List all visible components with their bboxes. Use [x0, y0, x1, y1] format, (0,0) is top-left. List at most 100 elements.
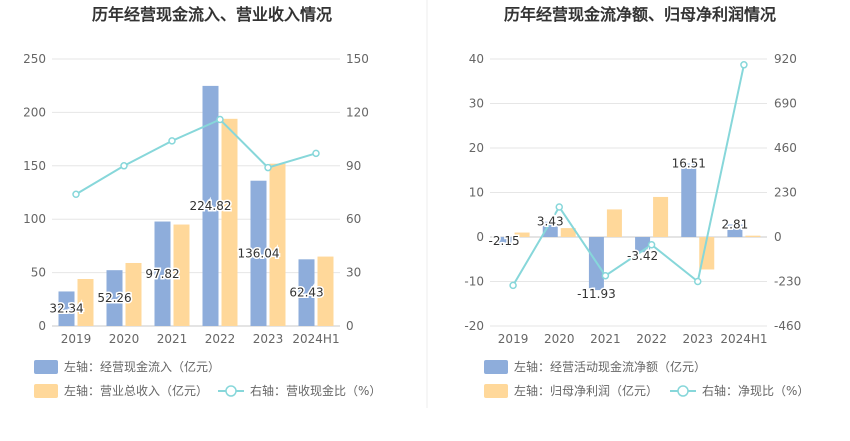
chart2-line-point	[509, 281, 517, 290]
chart2-data-label: -2.15	[489, 234, 520, 248]
chart1-bar-secondary	[173, 224, 190, 326]
chart1-legend-label-line: 右轴：营收现金比（%）	[250, 383, 381, 398]
chart2-bar-secondary	[653, 196, 669, 237]
chart2-right-tick-label: 460	[774, 141, 797, 155]
chart2-category-label: 2024H1	[720, 332, 767, 346]
chart1-category-label: 2021	[157, 332, 188, 346]
chart1-bar-secondary	[269, 163, 286, 326]
chart1-line-point	[72, 190, 80, 199]
chart2-bar-secondary	[514, 232, 530, 237]
chart2-data-label: 3.43	[537, 215, 564, 229]
chart1-bar-primary	[58, 291, 75, 326]
chart2-left-tick-label: 30	[469, 97, 484, 111]
chart1-line-point	[216, 115, 224, 124]
chart2-left-tick-label: -20	[464, 319, 484, 333]
chart1-line-series	[75, 118, 317, 196]
chart2-bar-secondary	[560, 228, 576, 237]
chart1-right-tick-label: 30	[346, 266, 361, 280]
chart1-line-point	[264, 163, 272, 172]
chart1-legend-swatch-marker	[225, 385, 237, 397]
chart2-line-point	[740, 61, 748, 69]
chart1-bar-secondary	[125, 262, 142, 326]
chart1-bar-primary	[154, 221, 171, 326]
chart2-right-tick-label: -230	[774, 275, 801, 289]
chart1-bar-primary	[106, 270, 123, 326]
chart2-line-series	[512, 64, 745, 286]
chart1-left-tick-label: 250	[23, 52, 46, 66]
chart2-left-tick-label: 10	[469, 186, 484, 200]
chart2-left-tick-label: 20	[469, 141, 484, 155]
chart2-right-tick-label: 920	[774, 52, 797, 66]
chart1-category-label: 2022	[205, 332, 236, 346]
chart1-right-tick-label: 120	[346, 105, 369, 119]
chart1-title: 历年经营现金流入、营业收入情况	[92, 5, 332, 24]
chart1-category-label: 2024H1	[292, 332, 339, 346]
chart1-bar-secondary	[221, 118, 238, 326]
chart2-category-label: 2020	[544, 332, 575, 346]
chart1-data-label: 136.04	[238, 246, 280, 260]
chart2-line-point	[694, 277, 702, 286]
chart2-right-tick-label: 690	[774, 97, 797, 111]
chart2-legend-label-line: 右轴：净现比（%）	[702, 383, 809, 398]
chart2-data-label: 16.51	[672, 157, 706, 171]
chart2-data-label: 2.81	[722, 217, 749, 231]
chart2-legend-label-primary: 左轴：经营活动现金流净额（亿元）	[514, 359, 706, 374]
chart2-line-point	[601, 271, 610, 280]
chart1-left-tick-label: 50	[31, 266, 46, 280]
chart1-legend-swatch-secondary	[34, 384, 58, 398]
chart1-legend-label-secondary: 左轴：营业总收入（亿元）	[64, 383, 208, 398]
chart1-left-tick-label: 150	[23, 159, 46, 173]
chart1-data-label: 97.82	[145, 267, 179, 281]
chart2-legend-swatch-secondary	[484, 384, 508, 398]
chart2-left-tick-label: 0	[476, 230, 484, 244]
chart2-data-label: -3.42	[627, 249, 658, 263]
chart1-bar-secondary	[317, 256, 334, 326]
chart1-bar-primary	[250, 180, 267, 326]
chart1-right-tick-label: 60	[346, 212, 361, 226]
chart2-bar-secondary	[745, 235, 761, 237]
chart1-data-label: 52.26	[97, 291, 131, 305]
chart2-left-tick-label: 40	[469, 52, 484, 66]
chart1-category-label: 2023	[253, 332, 284, 346]
chart1-legend-label-primary: 左轴：经营现金流入（亿元）	[64, 359, 220, 374]
chart2-bar-secondary	[606, 209, 622, 237]
chart2-line-point	[647, 240, 656, 249]
chart2-legend-swatch-marker	[677, 385, 689, 397]
chart2-category-label: 2019	[498, 332, 529, 346]
chart2-category-label: 2023	[682, 332, 713, 346]
chart2-left-tick-label: -10	[464, 275, 484, 289]
chart1-right-tick-label: 90	[346, 159, 361, 173]
chart2-bar-primary	[496, 237, 512, 247]
chart1-right-tick-label: 0	[346, 319, 354, 333]
chart1-line-point	[312, 149, 320, 158]
chart1-category-label: 2020	[109, 332, 140, 346]
chart2-right-tick-label: -460	[774, 319, 801, 333]
chart1-data-label: 62.43	[289, 286, 323, 300]
chart1-left-tick-label: 200	[23, 105, 46, 119]
chart2-line-point	[555, 203, 563, 211]
chart2-bar-primary	[542, 221, 558, 237]
chart2-data-label: -11.93	[577, 287, 616, 301]
chart2-category-label: 2022	[636, 332, 667, 346]
chart1-data-label: 32.34	[49, 302, 83, 316]
chart2-bar-primary	[727, 224, 743, 237]
chart1-bar-primary	[298, 259, 315, 326]
chart2-legend-label-secondary: 左轴：归母净利润（亿元）	[514, 383, 658, 398]
chart2-bar-primary	[681, 163, 697, 237]
chart2-title: 历年经营现金流净额、归母净利润情况	[504, 5, 776, 24]
chart1-line-point	[168, 137, 176, 145]
chart1-bar-primary	[202, 85, 219, 326]
chart1-category-label: 2019	[61, 332, 92, 346]
chart2-category-label: 2021	[590, 332, 621, 346]
chart2-right-tick-label: 0	[774, 230, 782, 244]
chart2-right-tick-label: 230	[774, 186, 797, 200]
chart1-line-point	[120, 162, 128, 170]
chart1-legend-swatch-primary	[34, 360, 58, 374]
chart1-left-tick-label: 0	[38, 319, 46, 333]
chart2-legend-swatch-primary	[484, 360, 508, 374]
chart1-left-tick-label: 100	[23, 212, 46, 226]
chart1-bar-secondary	[77, 279, 94, 326]
chart1-data-label: 224.82	[190, 199, 232, 213]
